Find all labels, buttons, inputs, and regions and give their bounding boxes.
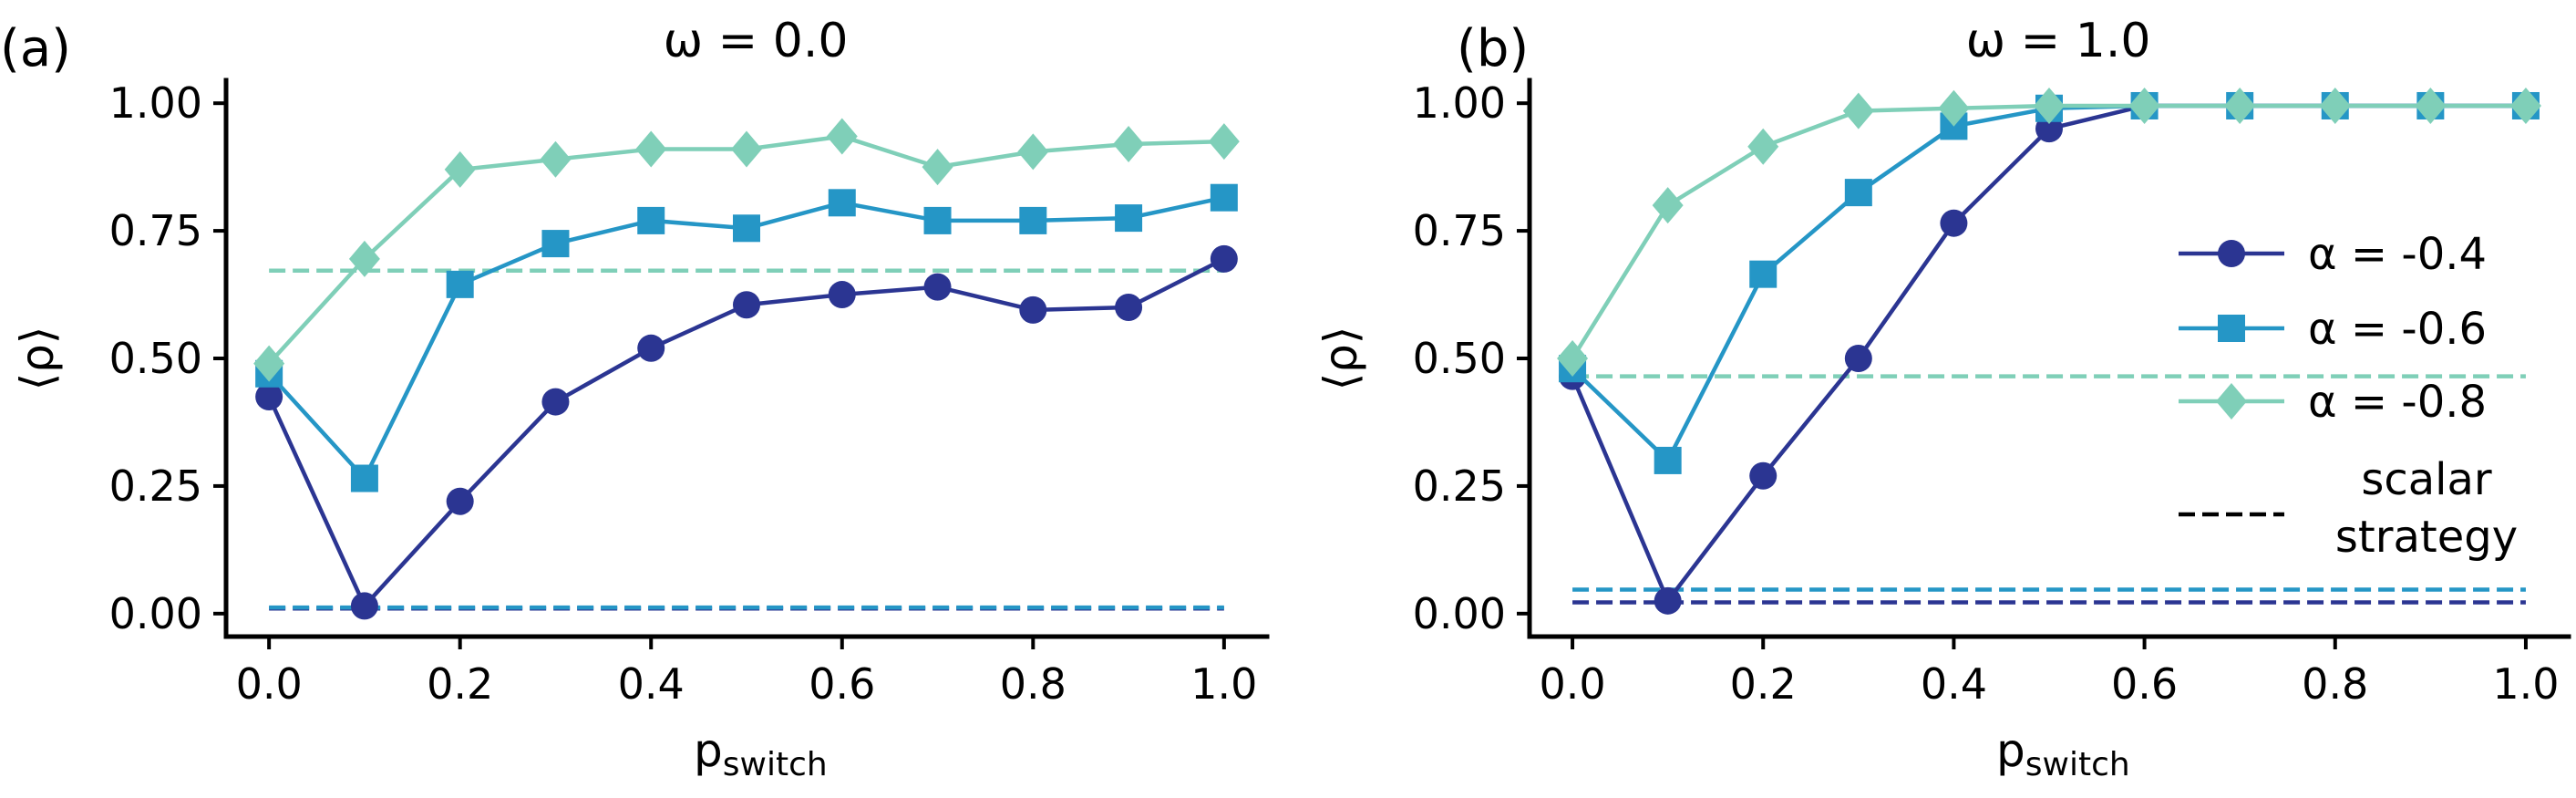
- x-tick-label: 0.4: [1921, 659, 1987, 709]
- y-tick-label: 0.00: [1413, 589, 1506, 638]
- x-tick-label: 0.8: [1000, 659, 1066, 709]
- data-point-diamond: [2034, 87, 2065, 124]
- data-point-square: [1210, 183, 1238, 212]
- x-tick-label: 1.0: [1190, 659, 1257, 709]
- data-point-circle: [446, 487, 474, 515]
- data-point-square: [350, 464, 378, 492]
- panel-label: (a): [0, 19, 71, 78]
- x-axis-label: pswitch: [1996, 724, 2130, 783]
- x-tick-label: 0.4: [618, 659, 685, 709]
- panel-title: ω = 1.0: [1966, 14, 2151, 68]
- data-point-circle: [637, 334, 665, 362]
- x-axis-label-sub: switch: [2025, 746, 2130, 783]
- data-point-diamond: [1208, 123, 1240, 161]
- data-point-circle: [1749, 461, 1777, 490]
- series-line-diamond: [267, 134, 1224, 366]
- data-point-square: [1654, 446, 1682, 474]
- panel-title: ω = 0.0: [664, 14, 849, 68]
- axis-spines: [1527, 78, 2571, 639]
- data-point-circle: [733, 291, 760, 319]
- x-tick-label: 0.2: [1730, 659, 1797, 709]
- x-tick-label: 0.0: [236, 659, 303, 709]
- data-point-diamond: [2415, 87, 2447, 124]
- data-point-diamond: [1113, 125, 1145, 162]
- data-point-circle: [1019, 295, 1047, 324]
- legend-marker-circle: [2218, 240, 2245, 267]
- data-point-square: [828, 189, 856, 217]
- y-tick-label: 1.00: [109, 78, 202, 128]
- x-tick-label: 1.0: [2492, 659, 2559, 709]
- data-point-square: [1844, 179, 1872, 207]
- legend: α = -0.4 α = -0.6 α = -0.8 scalar strategy: [2179, 229, 2518, 563]
- x-tick-label: 0.6: [2111, 659, 2178, 709]
- data-point-diamond: [2128, 87, 2160, 124]
- data-point-diamond: [1938, 89, 1970, 127]
- data-point-circle: [1210, 244, 1238, 273]
- y-tick-label: 0.50: [109, 334, 202, 383]
- data-point-diamond: [2224, 87, 2256, 124]
- data-point-square: [923, 206, 952, 234]
- x-axis-label-main: p: [1996, 724, 2025, 777]
- axis-spines: [223, 78, 1270, 639]
- data-point-diamond: [253, 345, 285, 382]
- legend-marker-diamond: [2216, 383, 2247, 420]
- data-point-diamond: [444, 150, 476, 188]
- x-tick-label: 0.0: [1539, 659, 1605, 709]
- data-point-diamond: [635, 130, 667, 168]
- legend-label: α = -0.4: [2308, 229, 2487, 280]
- data-point-square: [1019, 206, 1047, 234]
- data-point-diamond: [922, 149, 953, 186]
- data-point-square: [1749, 260, 1777, 288]
- data-point-diamond: [1842, 92, 1874, 130]
- y-axis-label: ⟨ρ⟩: [1314, 326, 1367, 391]
- legend-label: α = -0.6: [2308, 304, 2487, 355]
- data-point-diamond: [731, 130, 762, 168]
- x-tick-label: 0.8: [2302, 659, 2368, 709]
- y-tick-label: 0.25: [109, 461, 202, 511]
- x-axis-label-sub: switch: [723, 746, 828, 783]
- data-point-diamond: [540, 140, 572, 178]
- data-point-circle: [255, 382, 283, 410]
- data-point-diamond: [826, 118, 858, 155]
- panel-b: 0.00 0.25 0.50 0.75 1.00 0.0 0.2 0.4 0.6 0.8 1.0 ω …: [1314, 14, 2571, 783]
- x-tick-label: 0.2: [427, 659, 493, 709]
- data-point-square: [733, 214, 760, 243]
- data-point-diamond: [1652, 187, 1684, 224]
- data-point-diamond: [348, 240, 380, 277]
- panel-a: 0.00 0.25 0.50 0.75 1.00 0.0 0.2 0.4 0.6 0.8 1.0 ω …: [0, 14, 1270, 783]
- y-axis-label: ⟨ρ⟩: [11, 326, 64, 391]
- data-point-circle: [1844, 345, 1872, 372]
- data-point-diamond: [1557, 340, 1589, 377]
- data-point-circle: [828, 281, 856, 309]
- data-point-diamond: [1747, 128, 1779, 165]
- data-point-diamond: [2509, 87, 2541, 124]
- data-point-circle: [923, 273, 952, 301]
- data-point-circle: [1654, 586, 1682, 615]
- y-tick-label: 0.75: [1413, 206, 1506, 255]
- panel-label: (b): [1457, 19, 1529, 78]
- data-point-square: [637, 206, 665, 234]
- data-point-diamond: [2319, 87, 2351, 124]
- x-tick-label: 0.6: [809, 659, 875, 709]
- y-tick-label: 1.00: [1413, 78, 1506, 128]
- data-point-circle: [541, 388, 570, 416]
- data-point-square: [446, 270, 474, 298]
- x-axis-label: pswitch: [694, 724, 828, 783]
- data-point-circle: [1115, 294, 1143, 322]
- data-point-circle: [1940, 209, 1968, 237]
- data-point-circle: [350, 592, 378, 620]
- y-tick-label: 0.75: [109, 206, 202, 255]
- y-tick-label: 0.25: [1413, 461, 1506, 511]
- legend-label: α = -0.8: [2308, 377, 2487, 428]
- legend-marker-square: [2218, 315, 2245, 342]
- legend-label-strategy: strategy: [2335, 512, 2518, 563]
- data-point-square: [541, 230, 570, 258]
- y-tick-label: 0.50: [1413, 334, 1506, 383]
- data-point-diamond: [1017, 133, 1049, 171]
- data-point-square: [1115, 204, 1143, 233]
- legend-label-scalar: scalar: [2361, 454, 2492, 505]
- x-axis-label-main: p: [694, 724, 723, 777]
- y-tick-label: 0.00: [109, 589, 202, 638]
